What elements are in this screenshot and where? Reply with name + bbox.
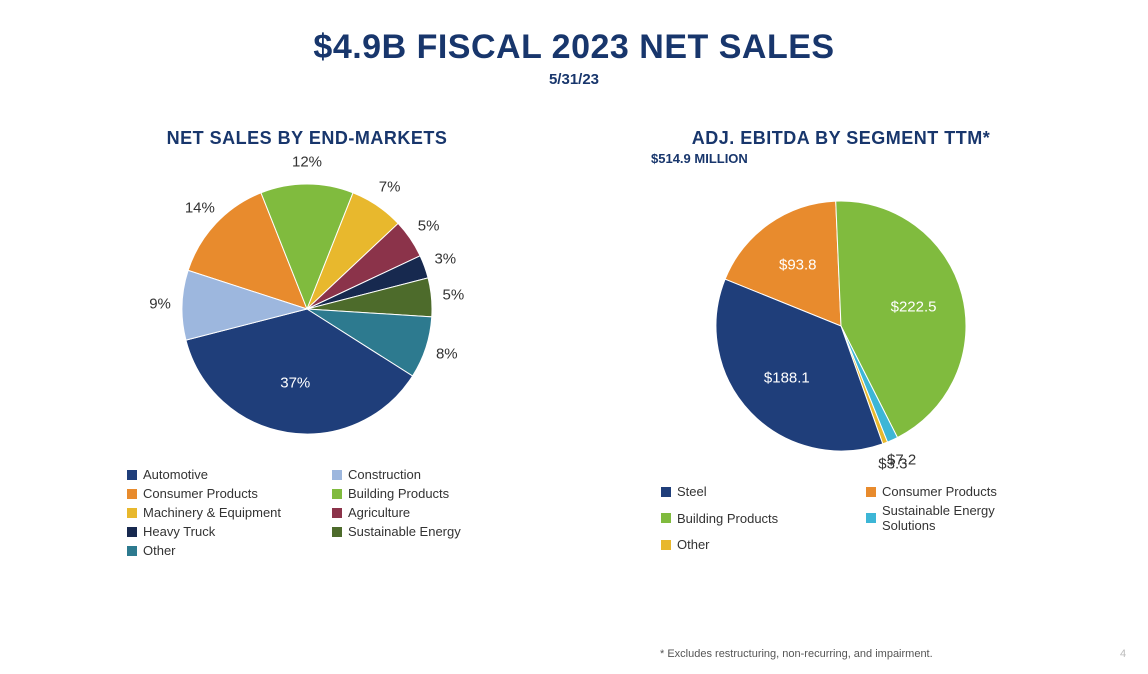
legend-item: Machinery & Equipment — [127, 505, 312, 520]
chart-right-block: ADJ. EBITDA BY SEGMENT TTM* $514.9 MILLI… — [591, 128, 1091, 558]
legend-label: Agriculture — [348, 505, 410, 520]
legend-label: Consumer Products — [143, 486, 258, 501]
legend-label: Building Products — [677, 511, 778, 526]
legend-label: Other — [677, 537, 710, 552]
footnote: * Excludes restructuring, non-recurring,… — [660, 648, 933, 660]
legend-swatch — [866, 513, 876, 523]
legend-swatch — [332, 470, 342, 480]
legend-swatch — [127, 489, 137, 499]
slice-label: $222.5 — [891, 299, 937, 316]
legend-item: Heavy Truck — [127, 524, 312, 539]
legend-swatch — [332, 508, 342, 518]
chart-right-title: ADJ. EBITDA BY SEGMENT TTM* — [692, 128, 991, 149]
legend-swatch — [661, 513, 671, 523]
legend-swatch — [127, 508, 137, 518]
slice-label: 37% — [280, 375, 310, 392]
charts-row: NET SALES BY END-MARKETS 14% 12% 7% 5% 3% 5% 8… — [0, 128, 1148, 558]
legend-label: Steel — [677, 484, 707, 499]
legend-item: Sustainable Energy Solutions — [866, 503, 1051, 533]
pie-right: $93.8$222.5$7.2$3.3$188.1 — [661, 176, 1021, 476]
legend-swatch — [866, 487, 876, 497]
legend-item: Other — [127, 543, 312, 558]
legend-swatch — [127, 546, 137, 556]
legend-item: Construction — [332, 467, 517, 482]
legend-item: Consumer Products — [127, 486, 312, 501]
chart-right-subtitle: $514.9 MILLION — [651, 151, 748, 166]
slice-label: 12% — [292, 154, 322, 171]
legend-swatch — [127, 470, 137, 480]
chart-left-block: NET SALES BY END-MARKETS 14% 12% 7% 5% 3% 5% 8… — [57, 128, 557, 558]
legend-swatch — [127, 527, 137, 537]
legend-item: Other — [661, 537, 846, 552]
legend-item: Sustainable Energy — [332, 524, 517, 539]
legend-item: Building Products — [332, 486, 517, 501]
slice-label: 8% — [436, 346, 458, 363]
legend-swatch — [661, 487, 671, 497]
legend-label: Building Products — [348, 486, 449, 501]
legend-label: Automotive — [143, 467, 208, 482]
legend-left: Automotive Construction Consumer Products B… — [97, 467, 517, 558]
legend-item: Agriculture — [332, 505, 517, 520]
pie-left: 14%12%7%5%3%5%8%37%9% — [127, 159, 487, 459]
legend-item: Consumer Products — [866, 484, 1051, 499]
legend-swatch — [332, 527, 342, 537]
slice-label: $188.1 — [764, 369, 810, 386]
legend-swatch — [332, 489, 342, 499]
legend-label: Sustainable Energy — [348, 524, 461, 539]
slice-label: 5% — [418, 218, 440, 235]
slice-label: 7% — [379, 179, 401, 196]
legend-item: Steel — [661, 484, 846, 499]
slice-label: 14% — [185, 200, 215, 217]
legend-label: Machinery & Equipment — [143, 505, 281, 520]
chart-left-title: NET SALES BY END-MARKETS — [167, 128, 448, 149]
legend-swatch — [661, 540, 671, 550]
slice-label: $3.3 — [878, 455, 907, 472]
legend-item: Automotive — [127, 467, 312, 482]
legend-label: Heavy Truck — [143, 524, 215, 539]
legend-item: Building Products — [661, 503, 846, 533]
legend-label: Sustainable Energy Solutions — [882, 503, 1051, 533]
page-number: 4 — [1120, 648, 1126, 660]
page-title: $4.9B FISCAL 2023 NET SALES — [0, 28, 1148, 67]
legend-label: Other — [143, 543, 176, 558]
legend-label: Consumer Products — [882, 484, 997, 499]
slice-label: 9% — [149, 296, 171, 313]
page-subtitle: 5/31/23 — [0, 71, 1148, 88]
slice-label: 3% — [434, 251, 456, 268]
slice-label: $93.8 — [779, 256, 817, 273]
legend-label: Construction — [348, 467, 421, 482]
legend-right: Steel Consumer Products Building Products S… — [631, 484, 1051, 552]
slice-label: 5% — [443, 287, 465, 304]
